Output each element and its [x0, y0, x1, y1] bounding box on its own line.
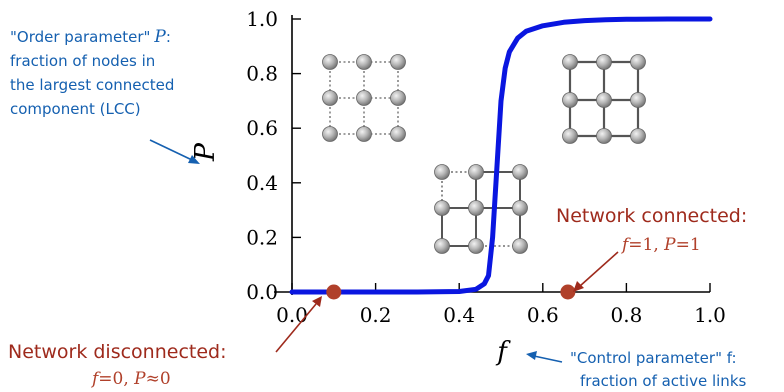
disconnected-note: Network disconnected: f=0, P≈0: [8, 341, 227, 389]
y-tick-label: 0.4: [246, 171, 278, 195]
x-tick-label: 0.8: [610, 303, 642, 327]
data-point: [560, 284, 576, 300]
series-layer: [289, 16, 713, 295]
y-axis-label: P: [190, 142, 221, 162]
connected-arrowhead: [573, 281, 584, 292]
network-partial-illustration: [434, 164, 528, 254]
control-param-line2: fraction of active links: [580, 372, 747, 390]
data-point: [326, 284, 342, 300]
order-param-line1: "Order parameter" P:: [10, 27, 171, 47]
annotation-arrows: [149, 139, 619, 363]
x-tick-label: 0.2: [360, 303, 392, 327]
disconnected-title: Network disconnected:: [8, 341, 227, 363]
x-tick-label: 0.4: [443, 303, 475, 327]
y-tick-label: 0.8: [246, 62, 278, 86]
network-connected-illustration: [562, 54, 646, 144]
order-param-arrow: [149, 139, 193, 161]
control-parameter-note: "Control parameter" f: fraction of activ…: [570, 349, 747, 390]
x-ticks: 0.0 0.2 0.4 0.6 0.8 1.0: [276, 283, 726, 327]
order-param-line2: fraction of nodes in: [10, 52, 155, 70]
order-param-line3: the largest connected: [10, 76, 174, 94]
connected-title: Network connected:: [556, 205, 747, 227]
order-param-line4: component (LCC): [10, 100, 141, 118]
connected-note: Network connected: f=1, P=1: [556, 205, 747, 255]
disconnected-condition: f=0, P≈0: [90, 369, 171, 389]
control-param-arrow: [533, 355, 563, 363]
control-param-line1: "Control parameter" f:: [570, 349, 737, 367]
order-param-arrowhead: [188, 155, 200, 164]
order-parameter-note: "Order parameter" P: fraction of nodes in…: [10, 27, 174, 118]
x-axis-label: f: [495, 337, 511, 367]
series-line: [289, 16, 713, 295]
y-tick-label: 0.2: [246, 225, 278, 249]
y-ticks: 0.0 0.2 0.4 0.6 0.8 1.0: [246, 7, 301, 304]
y-tick-label: 1.0: [246, 7, 278, 31]
disconnected-arrowhead: [312, 296, 322, 307]
connected-condition: f=1, P=1: [620, 235, 701, 255]
network-disconnected-illustration: [322, 54, 406, 142]
points-layer: [326, 284, 576, 300]
x-tick-label: 0.0: [276, 303, 308, 327]
control-param-arrowhead: [526, 351, 537, 360]
disconnected-arrow: [275, 303, 317, 353]
y-tick-label: 0.0: [246, 280, 278, 304]
connected-arrow: [579, 251, 619, 287]
x-tick-label: 1.0: [694, 303, 726, 327]
y-tick-label: 0.6: [246, 116, 278, 140]
x-tick-label: 0.6: [527, 303, 559, 327]
